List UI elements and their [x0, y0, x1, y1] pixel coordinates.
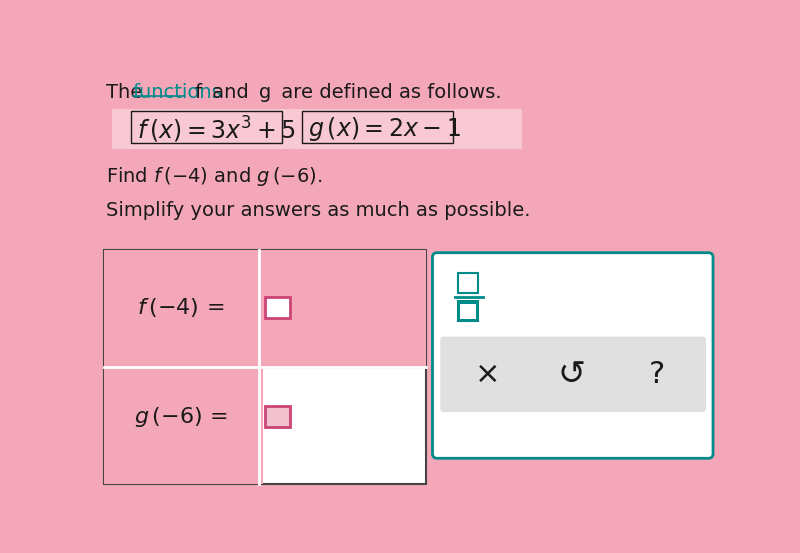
Text: ↺: ↺	[558, 358, 586, 391]
Text: $f\,(x) = 3x^3 + 5$: $f\,(x) = 3x^3 + 5$	[138, 115, 296, 145]
Text: f  and  g  are defined as follows.: f and g are defined as follows.	[186, 84, 502, 102]
FancyBboxPatch shape	[460, 304, 476, 319]
FancyBboxPatch shape	[433, 253, 713, 458]
FancyBboxPatch shape	[104, 249, 262, 484]
Text: The: The	[106, 84, 149, 102]
Text: Simplify your answers as much as possible.: Simplify your answers as much as possibl…	[106, 201, 530, 220]
FancyBboxPatch shape	[104, 249, 426, 484]
Text: $f\,(-4)\,=$: $f\,(-4)\,=$	[138, 296, 226, 319]
Text: ?: ?	[648, 360, 665, 389]
FancyBboxPatch shape	[259, 249, 426, 369]
Text: $\times$: $\times$	[474, 360, 498, 389]
FancyBboxPatch shape	[458, 301, 478, 321]
Text: Find $f\,(-4)$ and $g\,(-6)$.: Find $f\,(-4)$ and $g\,(-6)$.	[106, 165, 322, 188]
Text: functions: functions	[133, 84, 222, 102]
Text: $g\,(-6)\,=$: $g\,(-6)\,=$	[134, 405, 229, 429]
Text: $g\,(x) = 2x - 1$: $g\,(x) = 2x - 1$	[308, 115, 461, 143]
FancyBboxPatch shape	[440, 337, 706, 412]
FancyBboxPatch shape	[112, 109, 522, 149]
FancyBboxPatch shape	[265, 406, 290, 427]
FancyBboxPatch shape	[265, 296, 290, 318]
